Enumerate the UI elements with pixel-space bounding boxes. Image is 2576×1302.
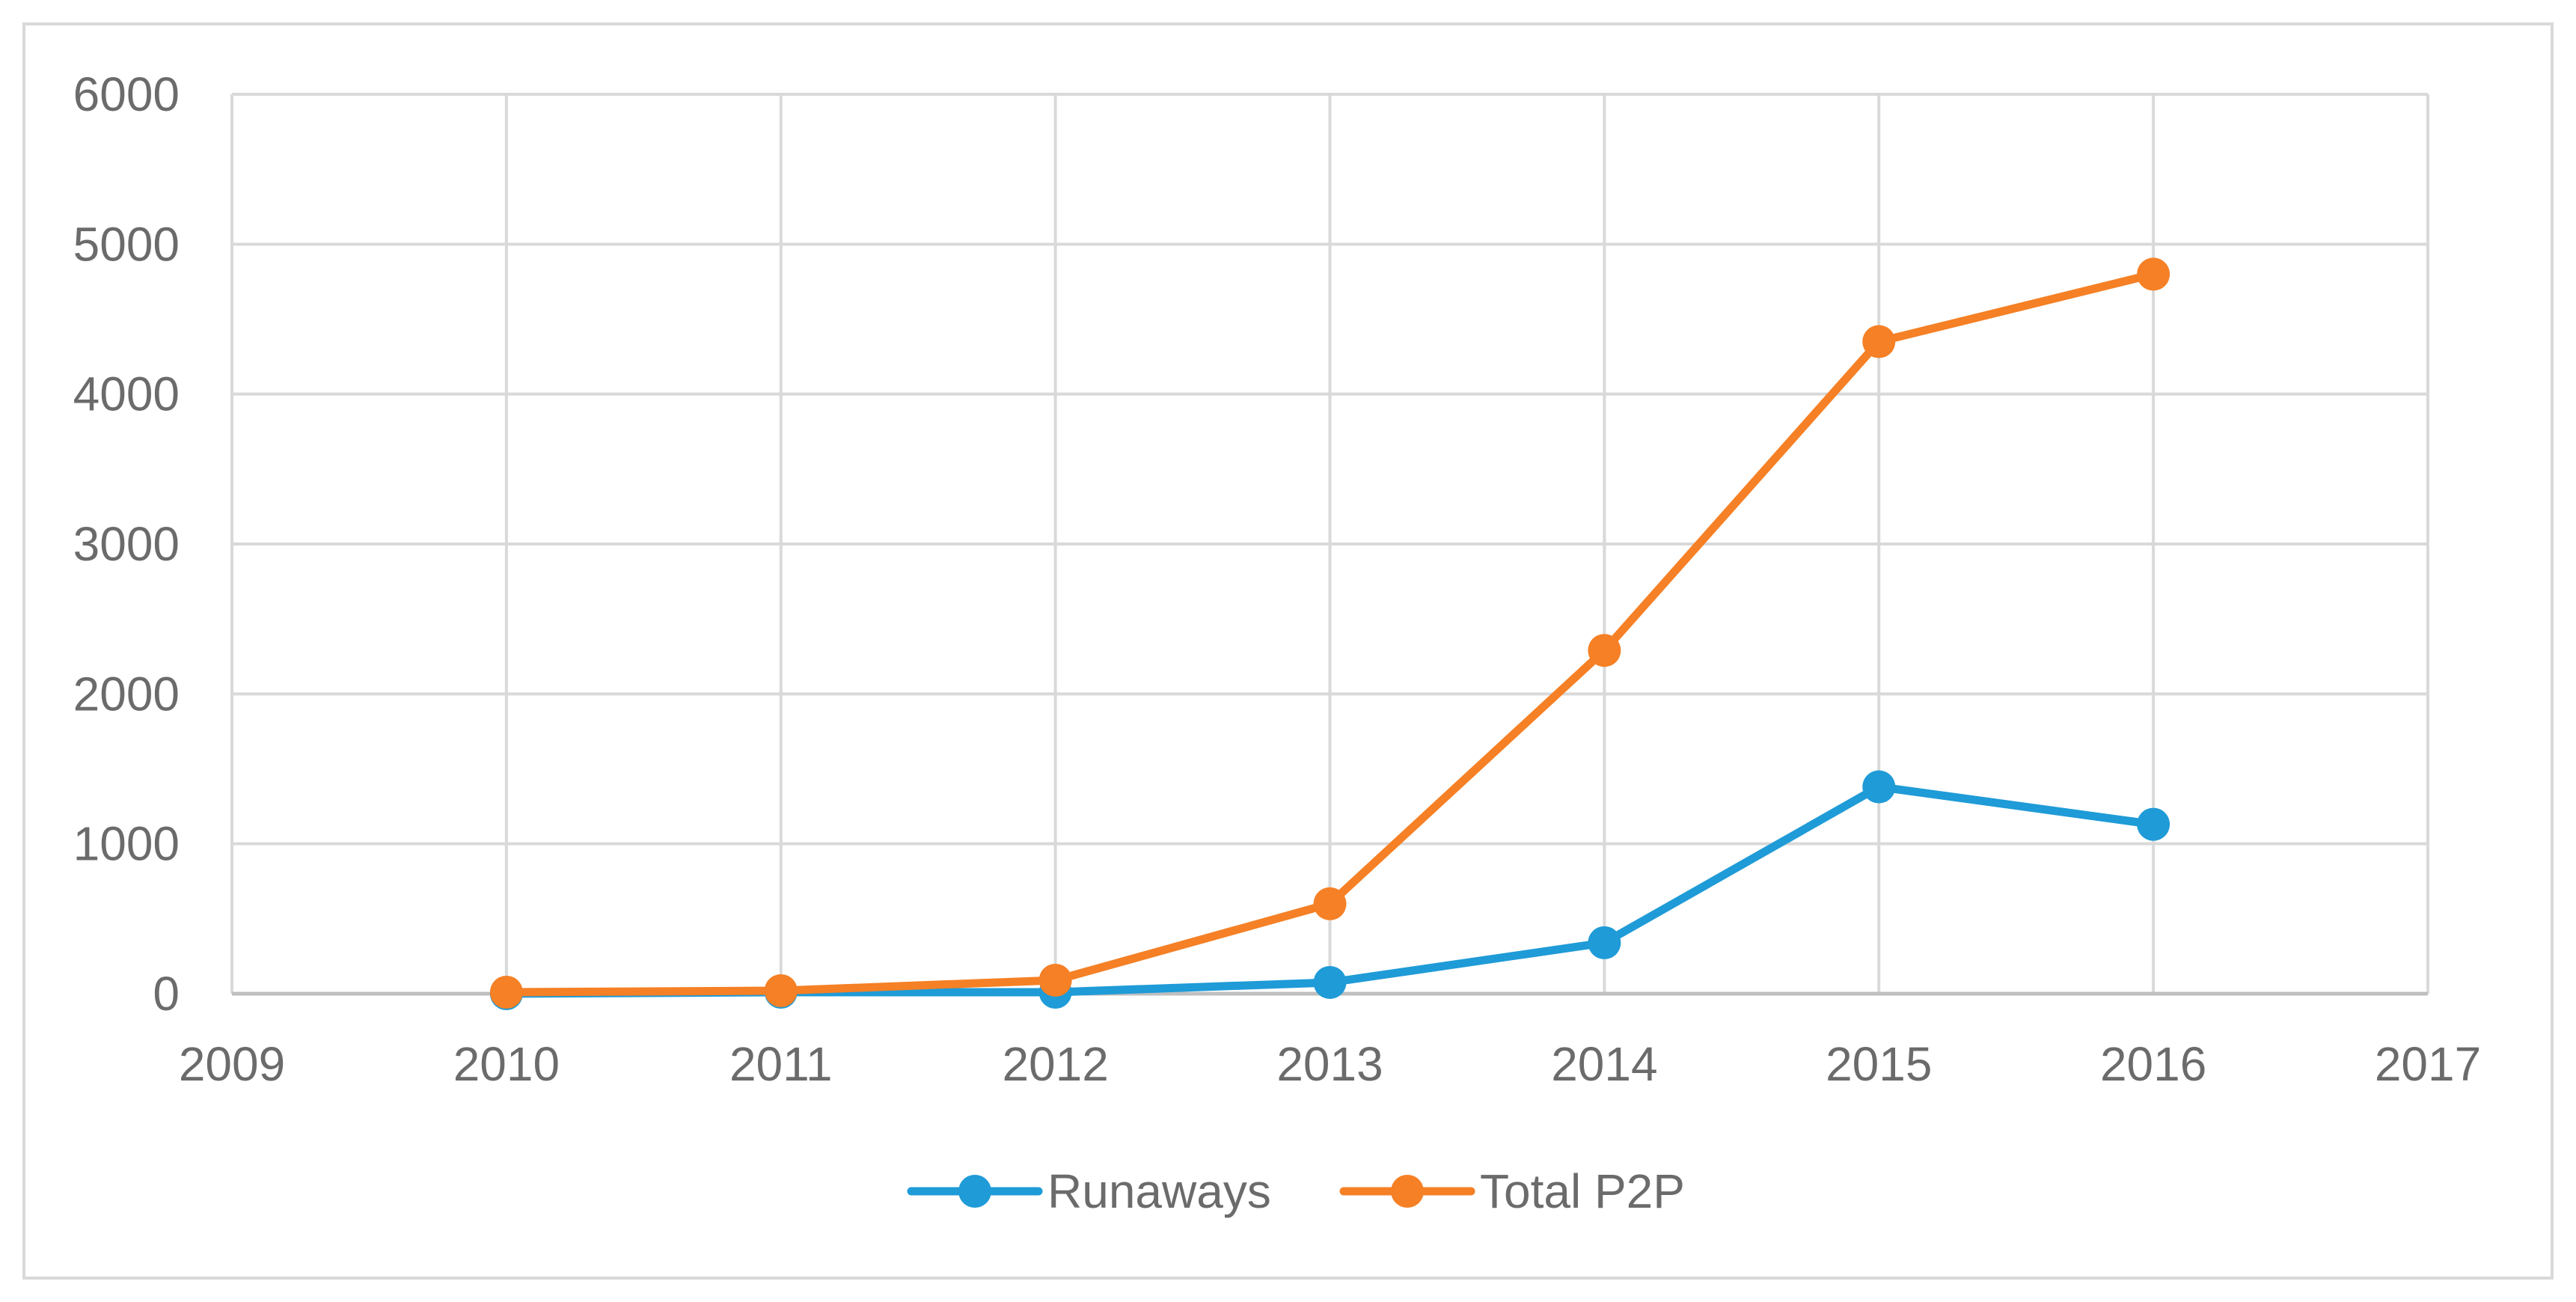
- x-tick-label: 2017: [2375, 1037, 2481, 1091]
- series-layer: [489, 257, 2170, 1010]
- data-point-runaways: [1588, 926, 1621, 959]
- x-tick-label: 2016: [2100, 1037, 2206, 1091]
- legend-marker-total-p2p: [1391, 1175, 1424, 1208]
- data-point-runaways: [1313, 965, 1347, 999]
- chart-frame: [22, 22, 2554, 1280]
- x-tick-label: 2014: [1551, 1037, 1657, 1091]
- data-point-total-p2p: [1862, 325, 1896, 358]
- y-tick-label: 2000: [73, 667, 180, 721]
- y-tick-label: 0: [153, 967, 180, 1021]
- x-tick-label: 2010: [453, 1037, 560, 1091]
- x-tick-label: 2015: [1826, 1037, 1932, 1091]
- grid-layer: [230, 93, 2429, 994]
- data-point-total-p2p: [2137, 257, 2170, 291]
- legend-label-total-p2p: Total P2P: [1480, 1164, 1685, 1218]
- y-tick-label: 1000: [73, 817, 180, 871]
- axis-layer: 0 1000 2000 3000 4000 5000 6000 2009 2010 2011 201…: [73, 67, 2482, 1091]
- data-point-total-p2p: [489, 975, 523, 1009]
- legend-marker-runaways: [958, 1175, 991, 1208]
- data-point-total-p2p: [1588, 634, 1621, 667]
- data-point-total-p2p: [1038, 963, 1072, 997]
- x-tick-label: 2013: [1276, 1037, 1383, 1091]
- x-tick-label: 2012: [1002, 1037, 1108, 1091]
- data-point-total-p2p: [764, 974, 798, 1007]
- y-tick-label: 3000: [73, 517, 180, 571]
- y-tick-label: 6000: [73, 67, 180, 121]
- x-tick-label: 2009: [179, 1037, 285, 1091]
- x-tick-label: 2011: [729, 1037, 833, 1091]
- legend: Runaways Total P2P: [907, 1164, 1685, 1218]
- y-tick-label: 4000: [73, 367, 180, 421]
- data-point-total-p2p: [1313, 887, 1347, 920]
- legend-label-runaways: Runaways: [1047, 1164, 1271, 1218]
- data-point-runaways: [2137, 807, 2170, 841]
- data-point-runaways: [1862, 770, 1896, 804]
- y-tick-label: 5000: [73, 217, 180, 271]
